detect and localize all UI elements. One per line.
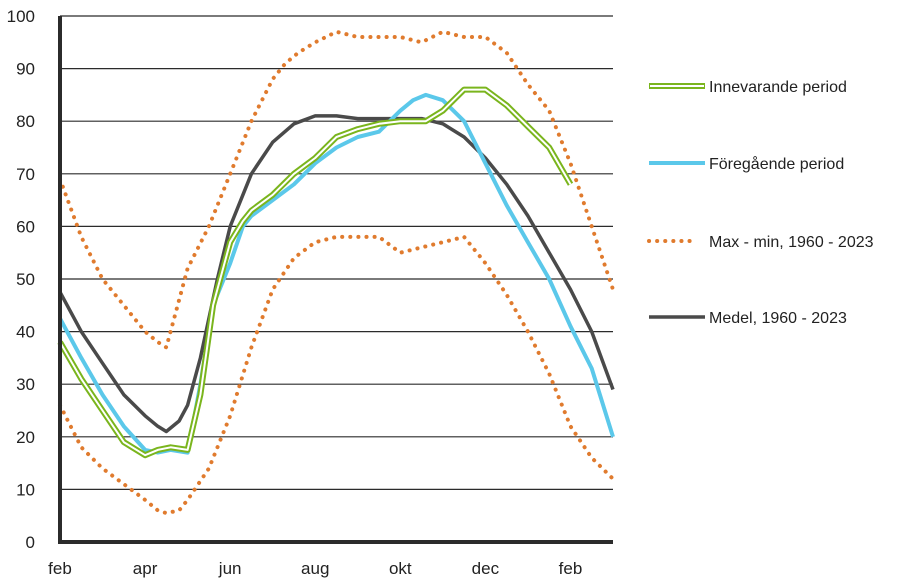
legend-label: Medel, 1960 - 2023: [709, 310, 847, 327]
x-tick-label: okt: [389, 559, 412, 578]
legend-item: Innevarande period: [649, 79, 847, 96]
legend-label: Föregående period: [709, 155, 844, 173]
x-tick-label: dec: [472, 559, 500, 578]
y-tick-label: 90: [16, 60, 35, 79]
legend-item: Max - min, 1960 - 2023: [647, 234, 874, 251]
y-axis-tick-labels: 0 10 20 30 40 50 60 70 80 90 100: [7, 7, 35, 552]
legend-item: Medel, 1960 - 2023: [649, 310, 847, 327]
x-tick-label: jun: [218, 559, 242, 578]
x-tick-label: aug: [301, 559, 329, 578]
series-line-maxmin-max: [58, 29, 615, 351]
gridlines: [60, 15, 613, 490]
axes: [58, 16, 613, 544]
y-tick-label: 70: [16, 165, 35, 184]
y-tick-label: 20: [16, 428, 35, 447]
legend-label: Max - min, 1960 - 2023: [709, 234, 874, 251]
y-tick-label: 40: [16, 323, 35, 342]
y-tick-label: 80: [16, 112, 35, 131]
series-line-medel: [58, 114, 615, 434]
x-tick-label: apr: [133, 559, 158, 578]
series-line-foregaende: [58, 92, 615, 455]
y-tick-label: 30: [16, 375, 35, 394]
series-group: [57, 29, 615, 516]
x-tick-label: feb: [559, 559, 583, 578]
legend-item: Föregående period: [649, 155, 844, 173]
legend-label: Innevarande period: [709, 79, 847, 96]
series-line-maxmin-min: [58, 234, 615, 516]
y-tick-label: 100: [7, 7, 35, 26]
series-line-innevarande-inner: [59, 88, 572, 457]
y-tick-label: 10: [16, 480, 35, 499]
legend: Innevarande period Föregående period Max -…: [647, 79, 874, 327]
x-axis-tick-labels: feb apr jun aug okt dec feb: [48, 559, 582, 578]
y-tick-label: 0: [26, 533, 35, 552]
x-tick-label: feb: [48, 559, 72, 578]
y-tick-label: 60: [16, 217, 35, 236]
series-line-innevarande-outer: [57, 86, 574, 459]
y-tick-label: 50: [16, 270, 35, 289]
